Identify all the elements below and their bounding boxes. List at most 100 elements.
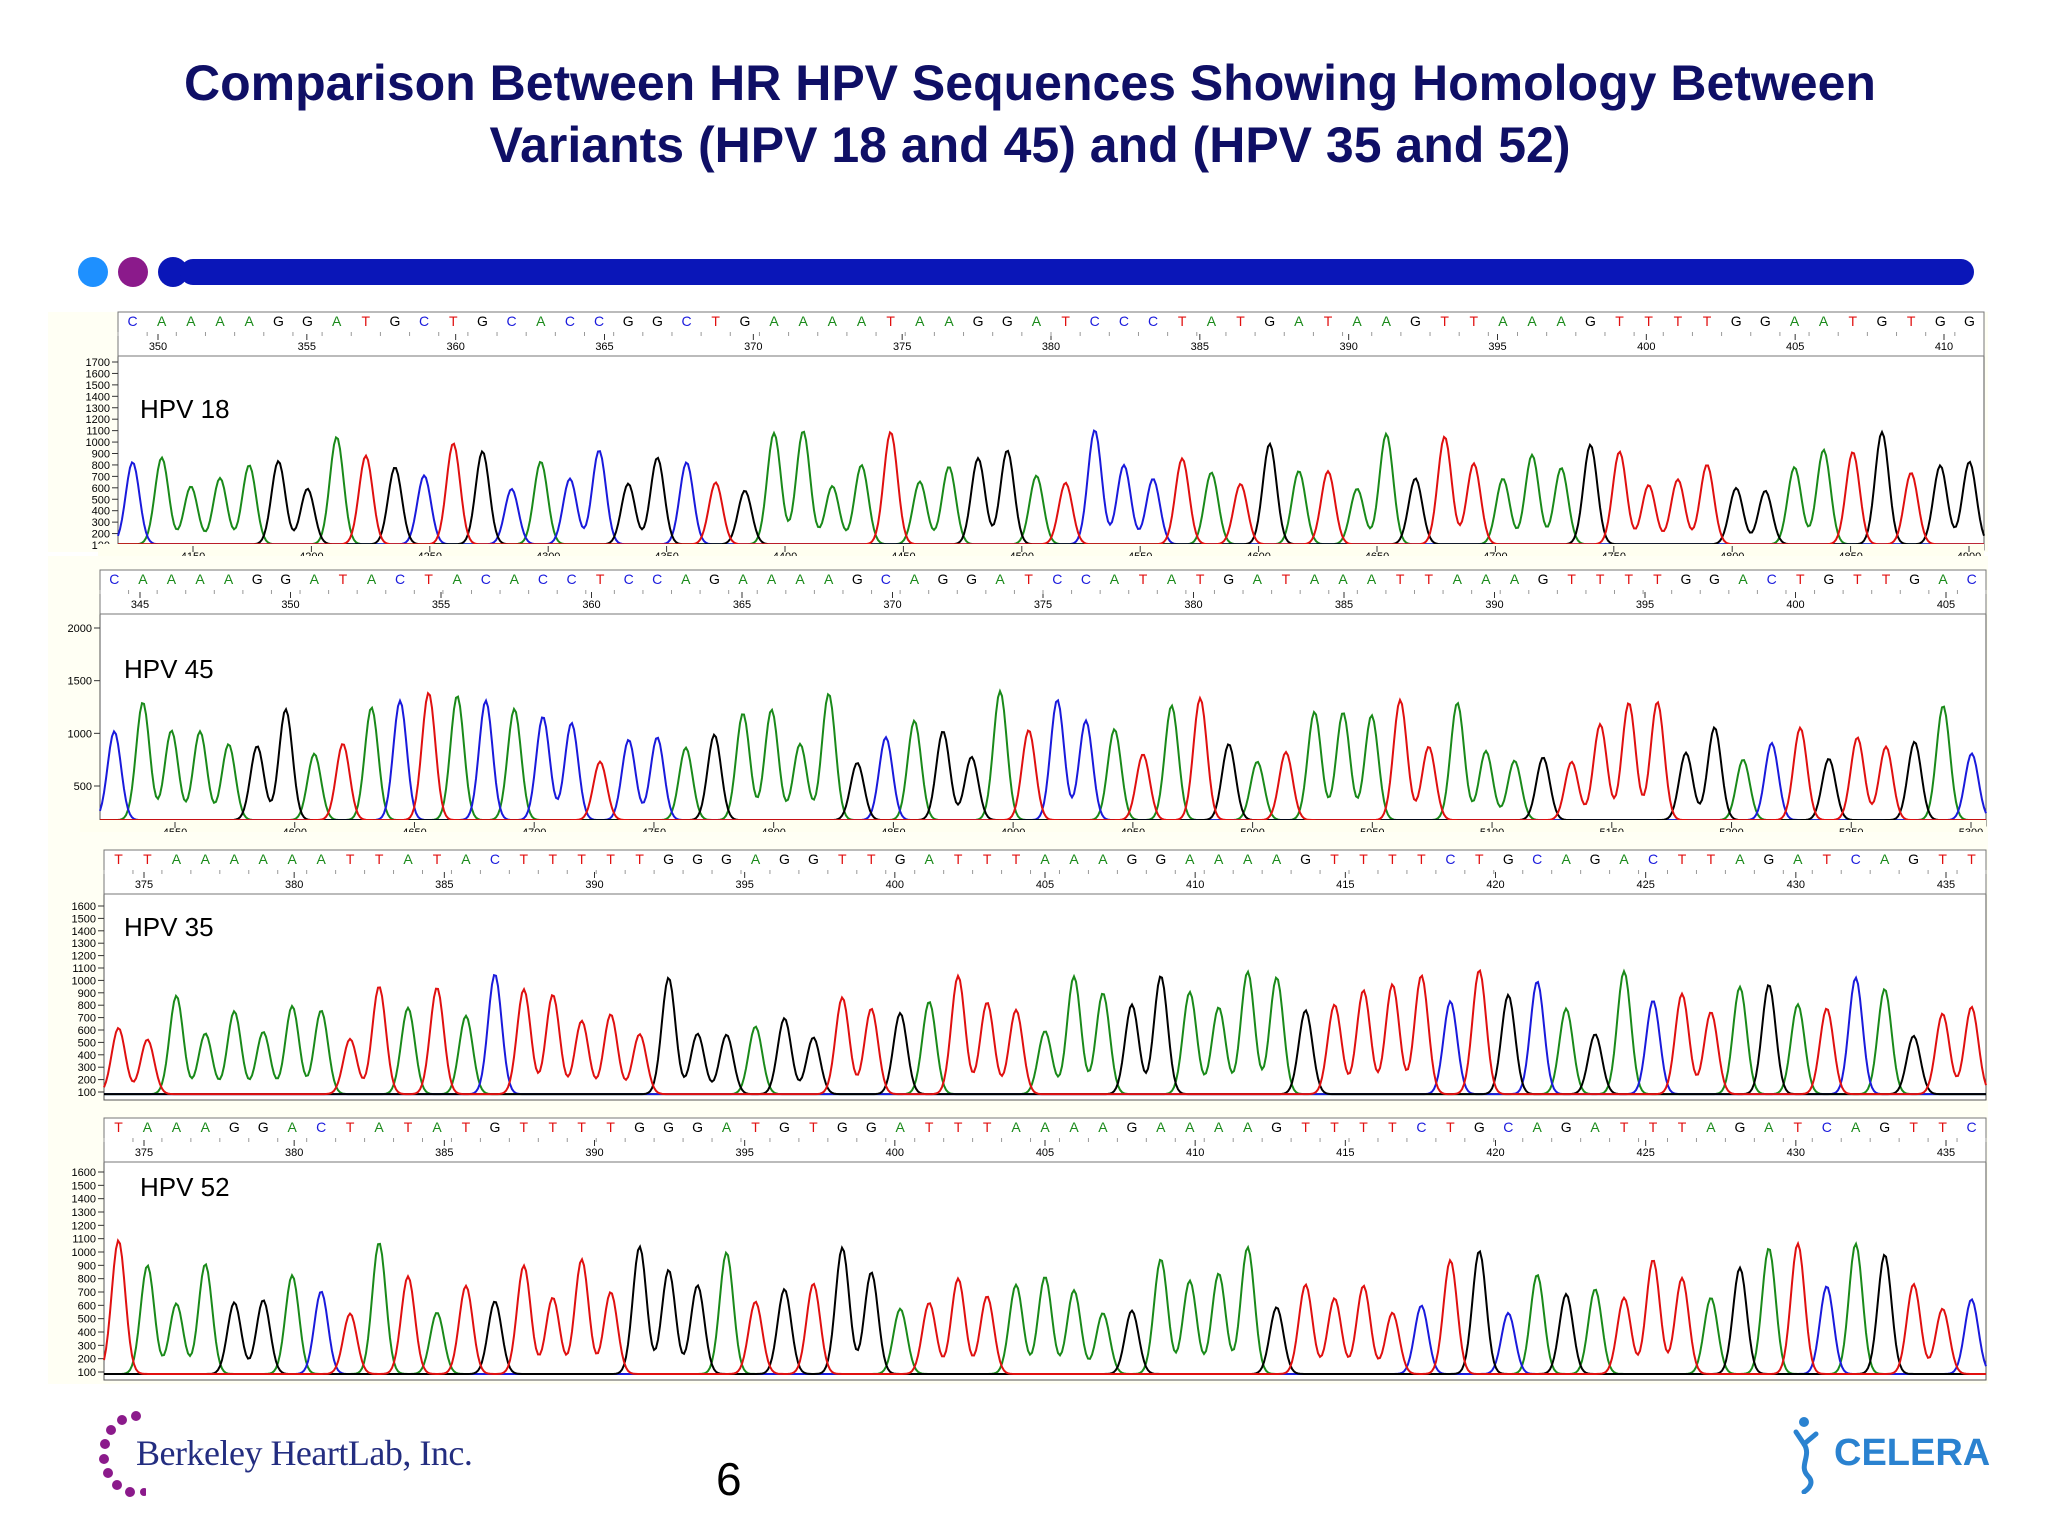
base-call-57: G xyxy=(1734,1119,1745,1135)
base-call-58: G xyxy=(1763,851,1774,867)
base-call-37: T xyxy=(1178,313,1187,329)
base-call-4: A xyxy=(201,851,211,867)
base-call-36: G xyxy=(1126,851,1137,867)
y-tick-label-300: 300 xyxy=(78,1340,96,1352)
base-call-40: A xyxy=(1243,1119,1253,1135)
base-call-20: G xyxy=(663,851,674,867)
base-call-41: A xyxy=(1253,571,1263,587)
base-call-22: G xyxy=(739,313,750,329)
base-call-60: T xyxy=(1796,571,1805,587)
base-call-3: A xyxy=(172,1119,182,1135)
base-tick-label-365: 365 xyxy=(733,599,751,611)
base-call-30: G xyxy=(973,313,984,329)
base-call-10: G xyxy=(390,313,401,329)
base-call-34: A xyxy=(1069,1119,1079,1135)
base-call-46: T xyxy=(1396,571,1405,587)
title-line-2: Variants (HPV 18 and 45) and (HPV 35 and… xyxy=(489,117,1571,173)
base-call-11: A xyxy=(403,851,413,867)
base-tick-label-400: 400 xyxy=(1637,341,1655,353)
base-call-2: A xyxy=(143,1119,153,1135)
y-tick-label-1200: 1200 xyxy=(72,1220,96,1232)
base-tick-label-415: 415 xyxy=(1336,1147,1354,1159)
page-number: 6 xyxy=(716,1453,742,1505)
base-call-60: T xyxy=(1823,851,1832,867)
y-tick-label-1000: 1000 xyxy=(72,1247,96,1259)
y-tick-label-1600: 1600 xyxy=(72,1167,96,1179)
base-call-66: C xyxy=(1967,571,1977,587)
base-call-40: A xyxy=(1243,851,1253,867)
base-call-63: T xyxy=(1882,571,1891,587)
base-call-44: T xyxy=(1359,1119,1368,1135)
base-call-63: G xyxy=(1935,313,1946,329)
base-call-34: A xyxy=(1069,851,1079,867)
base-call-11: C xyxy=(419,313,429,329)
base-call-5: A xyxy=(230,851,240,867)
base-call-39: T xyxy=(1236,313,1245,329)
base-call-5: A xyxy=(245,313,255,329)
base-call-42: T xyxy=(1324,313,1333,329)
base-call-51: G xyxy=(1585,313,1596,329)
base-call-19: T xyxy=(635,851,644,867)
panel-label: HPV 35 xyxy=(124,912,214,942)
base-call-54: C xyxy=(1648,851,1658,867)
base-call-16: T xyxy=(549,851,558,867)
base-call-35: A xyxy=(1098,851,1108,867)
base-call-52: A xyxy=(1590,1119,1600,1135)
base-call-17: T xyxy=(577,1119,586,1135)
base-tick-label-425: 425 xyxy=(1636,1147,1654,1159)
base-call-25: G xyxy=(808,851,819,867)
base-call-45: G xyxy=(1410,313,1421,329)
base-call-8: A xyxy=(332,313,342,329)
y-tick-label-1600: 1600 xyxy=(86,368,110,380)
base-call-60: C xyxy=(1822,1119,1832,1135)
base-call-27: G xyxy=(852,571,863,587)
base-call-22: G xyxy=(709,571,720,587)
base-call-16: T xyxy=(549,1119,558,1135)
base-call-24: G xyxy=(779,851,790,867)
base-call-62: G xyxy=(1879,1119,1890,1135)
base-call-62: T xyxy=(1907,313,1916,329)
base-tick-label-375: 375 xyxy=(135,1147,153,1159)
base-call-1: C xyxy=(109,571,119,587)
base-call-61: A xyxy=(1851,1119,1861,1135)
y-tick-label-800: 800 xyxy=(78,1274,96,1286)
base-tick-label-410: 410 xyxy=(1186,1147,1204,1159)
base-tick-label-360: 360 xyxy=(446,341,464,353)
base-tick-label-395: 395 xyxy=(735,879,753,891)
base-tick-label-375: 375 xyxy=(893,341,911,353)
base-call-14: C xyxy=(481,571,491,587)
base-call-59: C xyxy=(1767,571,1777,587)
base-call-32: A xyxy=(1011,1119,1021,1135)
y-tick-label-200: 200 xyxy=(78,1354,96,1366)
base-call-46: C xyxy=(1416,1119,1426,1135)
y-tick-label-700: 700 xyxy=(78,1287,96,1299)
base-call-12: T xyxy=(424,571,433,587)
base-call-38: A xyxy=(1207,313,1217,329)
base-tick-label-390: 390 xyxy=(1485,599,1503,611)
base-call-50: A xyxy=(1557,313,1567,329)
base-call-28: G xyxy=(895,851,906,867)
y-tick-label-300: 300 xyxy=(92,517,110,529)
base-call-6: A xyxy=(259,851,269,867)
base-tick-label-435: 435 xyxy=(1937,879,1955,891)
base-call-47: T xyxy=(1425,571,1434,587)
base-call-7: A xyxy=(288,851,298,867)
base-call-31: G xyxy=(1002,313,1013,329)
trace-T xyxy=(100,691,1986,822)
base-call-8: A xyxy=(310,571,320,587)
y-tick-label-1500: 1500 xyxy=(72,913,96,925)
base-call-56: G xyxy=(1681,571,1692,587)
y-tick-label-700: 700 xyxy=(78,1013,96,1025)
base-call-16: C xyxy=(565,313,575,329)
base-call-17: C xyxy=(566,571,576,587)
base-call-10: T xyxy=(375,851,384,867)
base-call-23: A xyxy=(751,851,761,867)
base-call-37: T xyxy=(1139,571,1148,587)
berkeley-dots-icon xyxy=(99,1411,146,1497)
base-call-49: G xyxy=(1503,851,1514,867)
base-call-56: T xyxy=(1707,851,1716,867)
base-call-1: C xyxy=(128,313,138,329)
base-call-9: T xyxy=(346,851,355,867)
base-call-55: T xyxy=(1653,571,1662,587)
